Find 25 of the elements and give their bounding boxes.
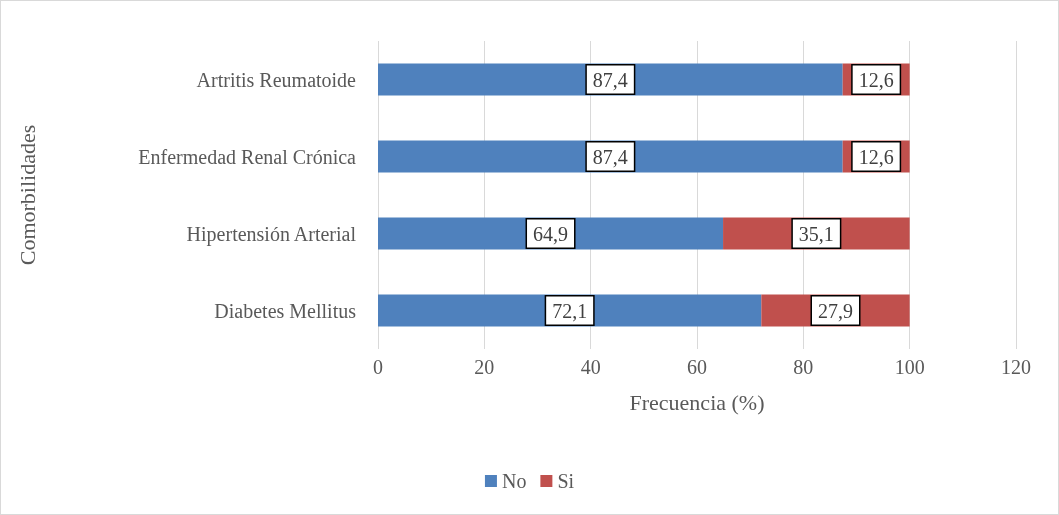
x-tick-label: 60 <box>687 356 707 378</box>
x-tick-label: 20 <box>474 356 495 378</box>
data-label: 64,9 <box>533 222 569 245</box>
x-tick-label: 80 <box>793 356 814 378</box>
y-tick-label: Diabetes Mellitus <box>214 299 357 322</box>
legend-label: Si <box>557 470 575 492</box>
y-tick-label: Hipertensión Arterial <box>186 222 357 246</box>
y-tick-label: Artritis Reumatoide <box>196 68 357 91</box>
data-label: 35,1 <box>798 222 834 245</box>
x-tick-label: 0 <box>373 356 383 378</box>
data-label: 12,6 <box>858 145 894 168</box>
x-tick-label: 40 <box>580 356 601 378</box>
data-label: 87,4 <box>592 68 628 91</box>
bar <box>378 140 843 173</box>
bar <box>378 63 843 96</box>
data-label: 72,1 <box>552 299 588 322</box>
data-label: 87,4 <box>592 145 628 168</box>
y-tick-label: Enfermedad Renal Crónica <box>138 145 357 168</box>
data-label: 27,9 <box>818 299 853 322</box>
data-label: 12,6 <box>858 68 894 91</box>
x-tick-label: 100 <box>894 356 925 378</box>
y-axis-title: Comorbilidades <box>14 124 40 266</box>
x-axis-title: Frecuencia (%) <box>629 389 765 415</box>
x-tick-label: 120 <box>1001 356 1031 378</box>
legend-label: No <box>501 470 527 492</box>
